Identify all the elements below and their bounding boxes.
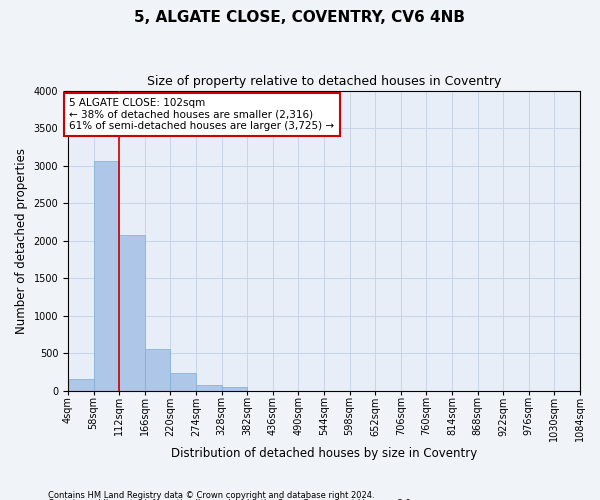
Text: Contains HM Land Registry data © Crown copyright and database right 2024.: Contains HM Land Registry data © Crown c… [48, 490, 374, 500]
Bar [170, 374, 196, 390]
Title: Size of property relative to detached houses in Coventry: Size of property relative to detached ho… [147, 75, 501, 88]
Bar [119, 236, 145, 390]
Bar [145, 348, 170, 391]
Y-axis label: Number of detached properties: Number of detached properties [15, 148, 28, 334]
Text: 5 ALGATE CLOSE: 102sqm
← 38% of detached houses are smaller (2,316)
61% of semi-: 5 ALGATE CLOSE: 102sqm ← 38% of detached… [70, 98, 335, 132]
Text: Contains public sector information licensed under the Open Government Licence v3: Contains public sector information licen… [48, 499, 413, 500]
Bar [94, 161, 119, 390]
Bar [221, 388, 247, 390]
Bar [68, 380, 94, 390]
Bar [196, 385, 221, 390]
Text: 5, ALGATE CLOSE, COVENTRY, CV6 4NB: 5, ALGATE CLOSE, COVENTRY, CV6 4NB [134, 10, 466, 25]
X-axis label: Distribution of detached houses by size in Coventry: Distribution of detached houses by size … [171, 447, 477, 460]
